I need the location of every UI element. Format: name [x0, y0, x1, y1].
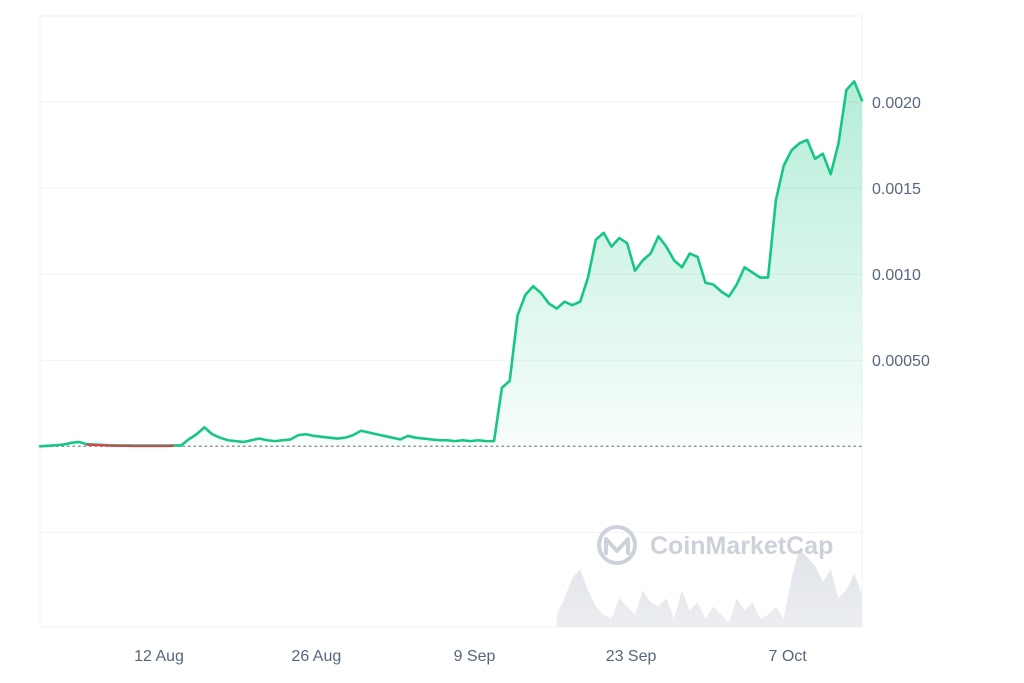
- x-axis: 12 Aug 26 Aug 9 Sep 23 Sep 7 Oct: [134, 648, 807, 665]
- volume-area: [556, 549, 862, 627]
- watermark: CoinMarketCap: [597, 525, 833, 565]
- y-tick-label: 0.0020: [872, 95, 921, 112]
- x-tick-label: 7 Oct: [769, 648, 808, 665]
- y-axis: 0.00050 0.0010 0.0015 0.0020: [872, 95, 930, 370]
- below-baseline-segment: [85, 443, 175, 448]
- watermark-text: CoinMarketCap: [650, 532, 833, 560]
- x-tick-label: 12 Aug: [134, 648, 184, 665]
- price-line: [38, 80, 864, 448]
- y-tick-label: 0.0010: [872, 267, 921, 284]
- volume-area-shape: [556, 549, 862, 627]
- x-tick-label: 23 Sep: [606, 648, 657, 665]
- x-tick-label: 26 Aug: [291, 648, 341, 665]
- price-area-fill: [40, 81, 862, 447]
- coinmarketcap-logo-icon: [597, 525, 637, 565]
- x-tick-label: 9 Sep: [454, 648, 496, 665]
- price-line-path: [38, 80, 864, 448]
- below-baseline-line: [85, 443, 175, 448]
- y-tick-label: 0.00050: [872, 353, 930, 370]
- y-tick-label: 0.0015: [872, 181, 921, 198]
- price-area-shape: [40, 81, 862, 447]
